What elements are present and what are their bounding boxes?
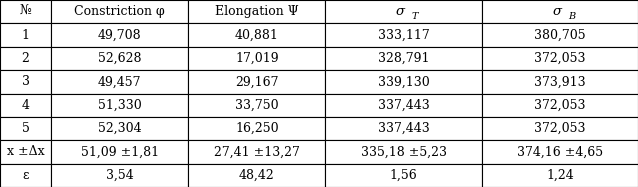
Text: 337,443: 337,443: [378, 122, 429, 135]
Bar: [51, 47, 188, 70]
Bar: [325, 0, 482, 23]
Text: 2: 2: [22, 52, 29, 65]
Text: 16,250: 16,250: [235, 122, 279, 135]
Bar: [0, 0, 51, 23]
Text: σ: σ: [396, 5, 405, 18]
Bar: [51, 23, 188, 47]
Bar: [0, 70, 51, 94]
Text: 48,42: 48,42: [239, 169, 275, 182]
Text: x ±Δx: x ±Δx: [7, 145, 44, 158]
Text: 372,053: 372,053: [534, 99, 586, 112]
Bar: [51, 117, 188, 140]
Text: 328,791: 328,791: [378, 52, 429, 65]
Text: 52,628: 52,628: [98, 52, 142, 65]
Bar: [188, 23, 325, 47]
Text: 380,705: 380,705: [534, 29, 586, 42]
Bar: [325, 117, 482, 140]
Bar: [482, 94, 638, 117]
Text: 374,16 ±4,65: 374,16 ±4,65: [517, 145, 603, 158]
Text: B: B: [568, 12, 575, 21]
Bar: [188, 47, 325, 70]
Bar: [482, 0, 638, 23]
Text: 1,24: 1,24: [546, 169, 574, 182]
Bar: [482, 117, 638, 140]
Bar: [482, 70, 638, 94]
Bar: [0, 164, 51, 187]
Text: Constriction φ: Constriction φ: [74, 5, 165, 18]
Text: T: T: [412, 12, 419, 21]
Text: σ: σ: [552, 5, 561, 18]
Text: 29,167: 29,167: [235, 75, 279, 88]
Bar: [482, 164, 638, 187]
Bar: [325, 140, 482, 164]
Bar: [482, 140, 638, 164]
Bar: [0, 23, 51, 47]
Text: 333,117: 333,117: [378, 29, 429, 42]
Text: №: №: [20, 5, 31, 18]
Text: 3: 3: [22, 75, 29, 88]
Bar: [325, 23, 482, 47]
Bar: [325, 164, 482, 187]
Bar: [188, 70, 325, 94]
Text: 5: 5: [22, 122, 29, 135]
Text: 373,913: 373,913: [534, 75, 586, 88]
Text: 49,457: 49,457: [98, 75, 142, 88]
Text: 4: 4: [22, 99, 29, 112]
Text: 372,053: 372,053: [534, 122, 586, 135]
Bar: [0, 140, 51, 164]
Bar: [51, 70, 188, 94]
Text: 51,09 ±1,81: 51,09 ±1,81: [80, 145, 159, 158]
Text: 49,708: 49,708: [98, 29, 142, 42]
Text: 3,54: 3,54: [106, 169, 133, 182]
Bar: [51, 94, 188, 117]
Text: Elongation Ψ: Elongation Ψ: [215, 5, 299, 18]
Text: 372,053: 372,053: [534, 52, 586, 65]
Bar: [0, 117, 51, 140]
Bar: [51, 140, 188, 164]
Bar: [482, 23, 638, 47]
Text: 17,019: 17,019: [235, 52, 279, 65]
Text: 33,750: 33,750: [235, 99, 279, 112]
Bar: [188, 140, 325, 164]
Text: 40,881: 40,881: [235, 29, 279, 42]
Bar: [188, 0, 325, 23]
Bar: [325, 70, 482, 94]
Bar: [0, 47, 51, 70]
Text: 27,41 ±13,27: 27,41 ±13,27: [214, 145, 300, 158]
Bar: [482, 47, 638, 70]
Bar: [188, 94, 325, 117]
Bar: [325, 47, 482, 70]
Text: 52,304: 52,304: [98, 122, 142, 135]
Bar: [188, 164, 325, 187]
Bar: [0, 94, 51, 117]
Text: 51,330: 51,330: [98, 99, 142, 112]
Text: 339,130: 339,130: [378, 75, 429, 88]
Bar: [51, 164, 188, 187]
Bar: [51, 0, 188, 23]
Bar: [325, 94, 482, 117]
Text: 335,18 ±5,23: 335,18 ±5,23: [360, 145, 447, 158]
Text: 337,443: 337,443: [378, 99, 429, 112]
Text: ε: ε: [22, 169, 29, 182]
Text: 1,56: 1,56: [390, 169, 417, 182]
Bar: [188, 117, 325, 140]
Text: 1: 1: [22, 29, 29, 42]
